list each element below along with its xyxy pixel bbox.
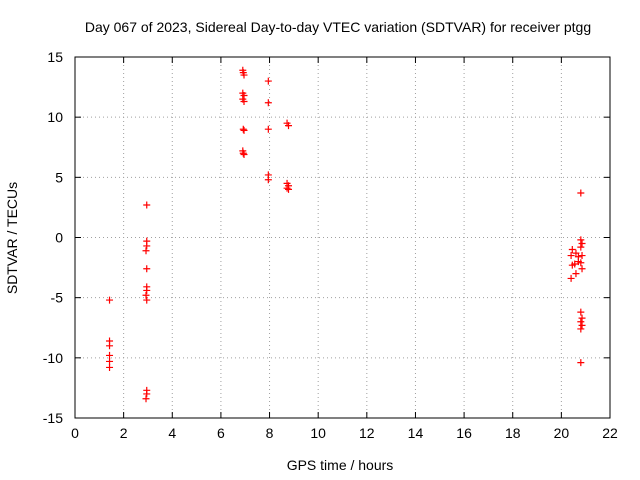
data-point: [106, 357, 114, 365]
x-tick-label: 14: [408, 425, 424, 441]
data-point: [577, 359, 585, 367]
data-point: [283, 184, 291, 192]
data-point: [106, 351, 114, 359]
data-point: [106, 296, 114, 304]
data-point: [578, 252, 586, 260]
data-point: [143, 201, 151, 209]
y-tick-label: 5: [55, 169, 63, 185]
data-point: [239, 149, 247, 157]
data-point: [264, 77, 272, 85]
data-point: [143, 390, 151, 398]
data-point: [143, 286, 151, 294]
x-tick-label: 4: [168, 425, 176, 441]
x-tick-label: 0: [71, 425, 79, 441]
x-tick-label: 20: [554, 425, 570, 441]
x-tick-label: 10: [310, 425, 326, 441]
data-point: [142, 395, 150, 403]
data-points: [106, 66, 586, 403]
data-point: [577, 259, 585, 267]
data-point: [142, 291, 150, 299]
x-tick-label: 6: [217, 425, 225, 441]
axis-ticks: 0 2 4 6 8 10 12 14 16 18 20 22 -15 -10 -5 0 5 10 15: [43, 49, 618, 441]
data-point: [285, 122, 293, 130]
data-point: [577, 236, 585, 244]
y-axis-label: SDTVAR / TECUs: [4, 182, 20, 294]
data-point: [106, 363, 114, 371]
data-point: [577, 189, 585, 197]
y-tick-label: 10: [47, 109, 63, 125]
data-point: [264, 176, 272, 184]
data-point: [578, 321, 586, 329]
x-tick-label: 8: [266, 425, 274, 441]
data-point: [240, 150, 248, 158]
data-point: [106, 342, 114, 350]
x-tick-label: 12: [359, 425, 375, 441]
y-tick-label: -10: [43, 350, 63, 366]
data-point: [578, 265, 586, 273]
data-point: [240, 126, 248, 134]
x-tick-label: 16: [456, 425, 472, 441]
y-tick-label: -15: [43, 410, 63, 426]
y-tick-label: 0: [55, 230, 63, 246]
data-point: [264, 99, 272, 107]
grid-lines: [75, 57, 610, 418]
x-axis-label: GPS time / hours: [287, 457, 394, 473]
y-tick-label: -5: [51, 290, 64, 306]
data-point: [572, 270, 580, 278]
data-point: [567, 252, 575, 260]
x-tick-label: 2: [120, 425, 128, 441]
data-point: [240, 98, 248, 106]
data-point: [568, 246, 576, 254]
chart-title: Day 067 of 2023, Sidereal Day-to-day VTE…: [85, 19, 591, 35]
data-point: [577, 318, 585, 326]
data-point: [577, 325, 585, 333]
data-point: [571, 260, 579, 268]
data-point: [285, 185, 293, 193]
data-point: [572, 249, 580, 257]
data-point: [578, 314, 586, 322]
x-tick-label: 18: [505, 425, 521, 441]
data-point: [143, 265, 151, 273]
x-tick-label: 22: [602, 425, 618, 441]
data-point: [239, 125, 247, 133]
data-point: [143, 296, 151, 304]
data-point: [578, 240, 586, 248]
data-point: [577, 243, 585, 251]
data-point: [567, 274, 575, 282]
data-point: [142, 247, 150, 255]
data-point: [240, 92, 248, 100]
data-point: [577, 308, 585, 316]
y-tick-label: 15: [47, 49, 63, 65]
data-point: [143, 242, 151, 250]
data-point: [240, 71, 248, 79]
data-point: [264, 125, 272, 133]
